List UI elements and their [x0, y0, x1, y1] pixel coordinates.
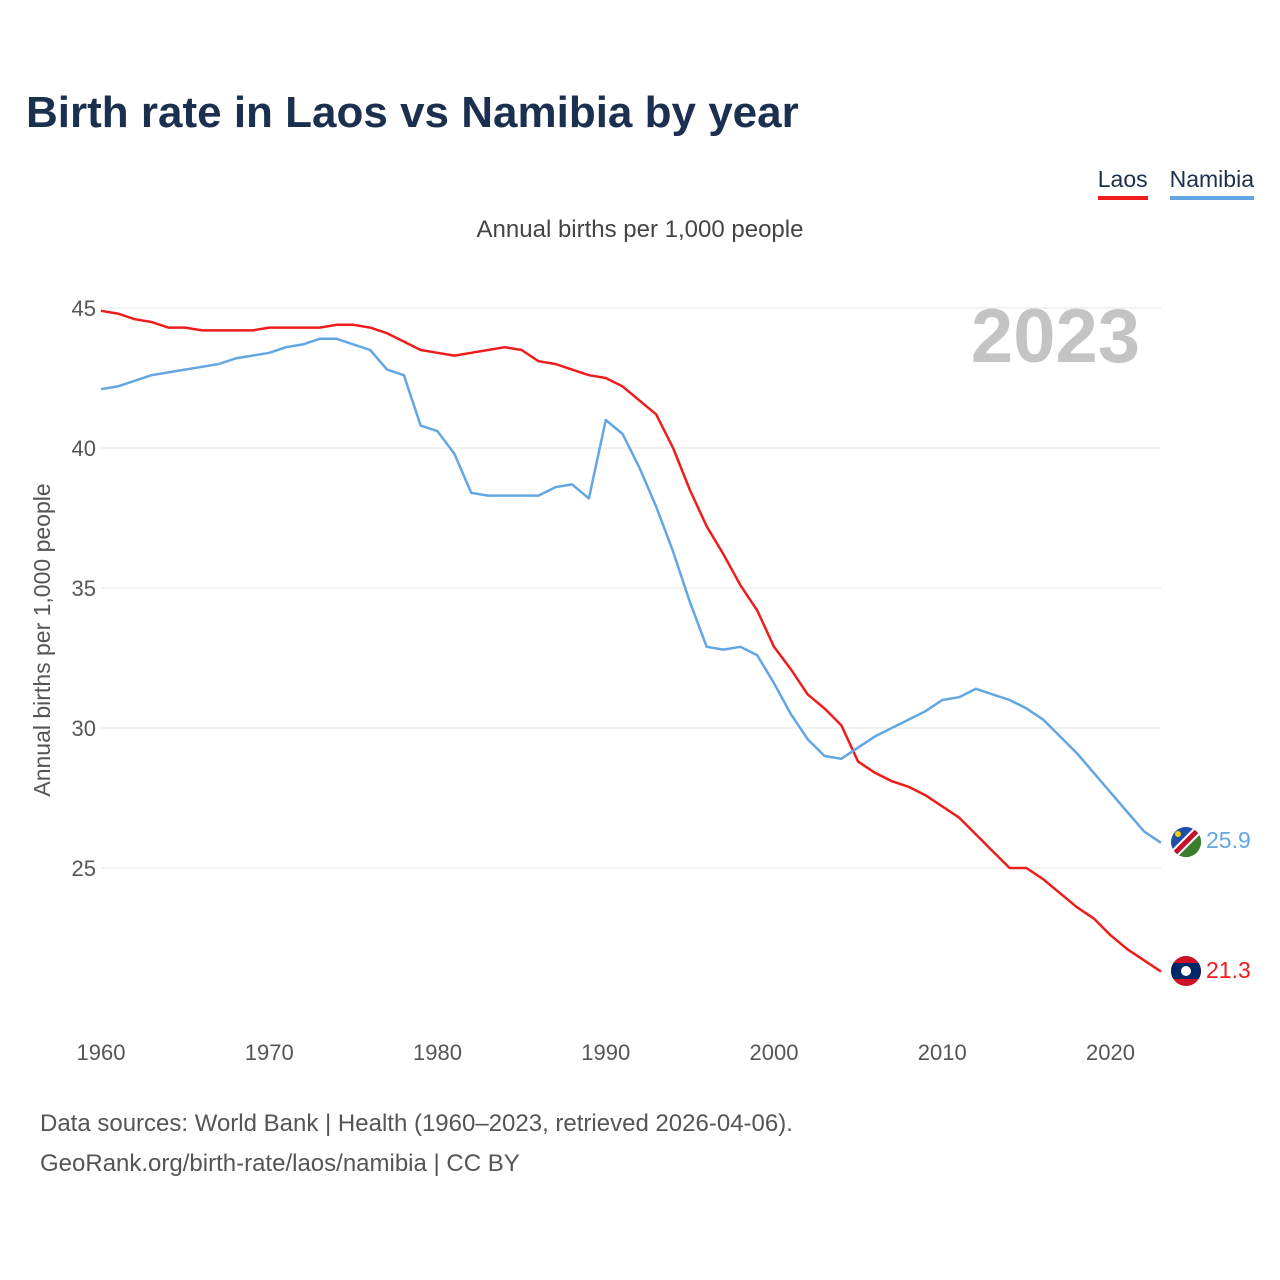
x-tick-label: 2010	[918, 1040, 967, 1065]
y-tick-label: 35	[72, 576, 96, 601]
x-axis-ticks: 1960 1970 1980 1990 2000 2010 2020	[77, 1040, 1135, 1065]
y-tick-label: 30	[72, 716, 96, 741]
y-tick-label: 45	[72, 296, 96, 321]
legend-item-namibia[interactable]: Namibia	[1169, 166, 1254, 200]
source-url[interactable]: GeoRank.org/birth-rate/laos/namibia | CC…	[40, 1150, 520, 1177]
series-lines	[100, 309, 1162, 973]
x-tick-label: 1990	[581, 1040, 630, 1065]
series-line-namibia[interactable]	[100, 337, 1162, 844]
x-tick-label: 1960	[77, 1040, 126, 1065]
chart-title: Birth rate in Laos vs Namibia by year	[26, 88, 799, 137]
laos-end-label: 21.3	[1206, 957, 1251, 983]
namibia-flag-icon	[1171, 827, 1201, 857]
year-watermark: 2023	[971, 294, 1140, 379]
y-axis-ticks: 25 30 35 40 45	[72, 296, 96, 881]
footer: Data sources: World Bank | Health (1960–…	[40, 1104, 793, 1184]
data-source-note: Data sources: World Bank | Health (1960–…	[40, 1110, 793, 1137]
namibia-end-label: 25.9	[1206, 827, 1251, 853]
series-line-laos[interactable]	[100, 309, 1162, 973]
y-gridlines	[101, 307, 1161, 869]
legend-item-laos[interactable]: Laos	[1097, 166, 1148, 200]
y-axis-label: Annual births per 1,000 people	[29, 483, 55, 796]
x-tick-label: 2020	[1086, 1040, 1135, 1065]
y-tick-label: 40	[72, 436, 96, 461]
x-tick-label: 2000	[750, 1040, 799, 1065]
x-tick-label: 1970	[245, 1040, 294, 1065]
x-tick-label: 1980	[413, 1040, 462, 1065]
y-tick-label: 25	[72, 856, 96, 881]
laos-flag-icon	[1171, 956, 1201, 986]
legend: Laos Namibia	[1097, 166, 1254, 200]
chart-subtitle: Annual births per 1,000 people	[476, 216, 804, 243]
